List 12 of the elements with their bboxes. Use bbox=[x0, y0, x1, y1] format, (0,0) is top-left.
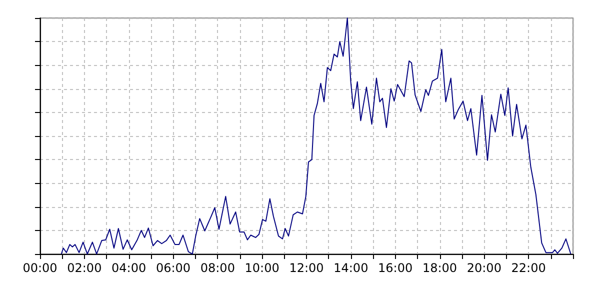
x-tick-label: 10:00 bbox=[244, 261, 280, 275]
x-tick-label: 22:00 bbox=[511, 261, 546, 275]
x-tick-label: 06:00 bbox=[156, 261, 191, 275]
x-tick-label: 04:00 bbox=[112, 261, 146, 275]
x-tick-label: 00:00 bbox=[22, 261, 58, 275]
x-tick-label: 08:00 bbox=[200, 261, 235, 275]
x-tick-label: 20:00 bbox=[466, 261, 502, 275]
x-tick-label: 12:00 bbox=[289, 261, 324, 275]
x-tick-label: 18:00 bbox=[422, 261, 458, 275]
x-tick-label: 02:00 bbox=[67, 261, 102, 275]
x-tick-label: 14:00 bbox=[334, 261, 368, 275]
x-tick-label: 16:00 bbox=[378, 261, 413, 275]
